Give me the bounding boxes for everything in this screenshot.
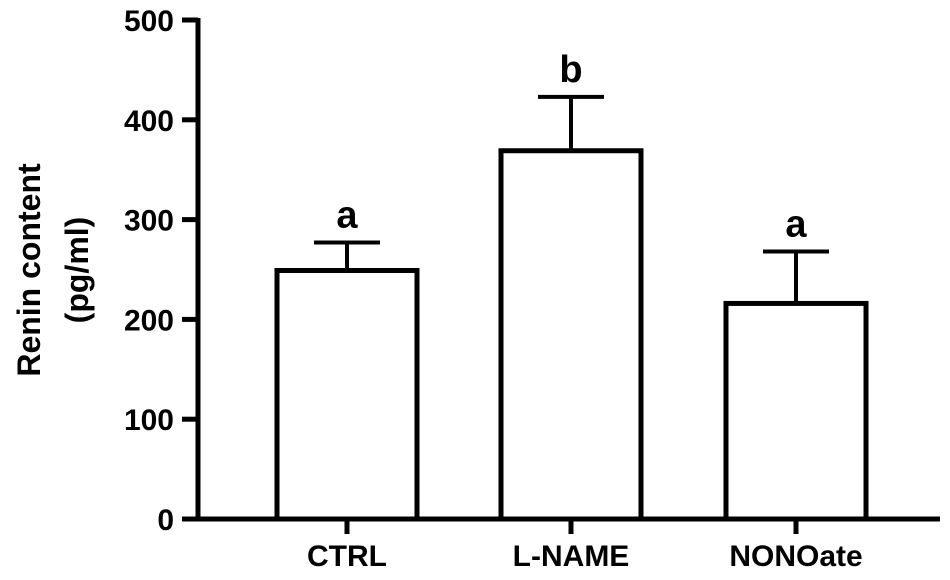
- y-axis: 0 100 200 300 400 500: [124, 5, 201, 537]
- significance-label-2: a: [785, 204, 807, 246]
- y-tick-label-3: 300: [124, 205, 174, 238]
- significance-label-1: b: [559, 49, 582, 91]
- y-tick-label-5: 500: [124, 5, 174, 38]
- y-tick-label-1: 100: [124, 404, 174, 437]
- significance-labels-group: a b a: [336, 49, 807, 246]
- bar-ctrl: [274, 267, 420, 522]
- y-axis-title-line2: (pg/ml): [59, 217, 95, 324]
- bar-l-name: [498, 148, 644, 522]
- y-tick-label-2: 200: [124, 304, 174, 337]
- error-bars-group: [314, 94, 829, 304]
- significance-label-0: a: [336, 195, 358, 237]
- x-tick-label-2: NONOate: [729, 540, 862, 573]
- y-axis-title-line1: Renin content: [11, 163, 47, 377]
- bars-group: [274, 148, 869, 522]
- bar-nonoate: [723, 300, 869, 522]
- x-tick-label-1: L-NAME: [513, 540, 630, 573]
- x-tick-label-0: CTRL: [307, 540, 387, 573]
- y-tick-label-0: 0: [157, 504, 174, 537]
- y-axis-title: Renin content (pg/ml): [11, 163, 95, 377]
- y-tick-label-4: 400: [124, 105, 174, 138]
- x-axis: CTRL L-NAME NONOate: [196, 516, 940, 573]
